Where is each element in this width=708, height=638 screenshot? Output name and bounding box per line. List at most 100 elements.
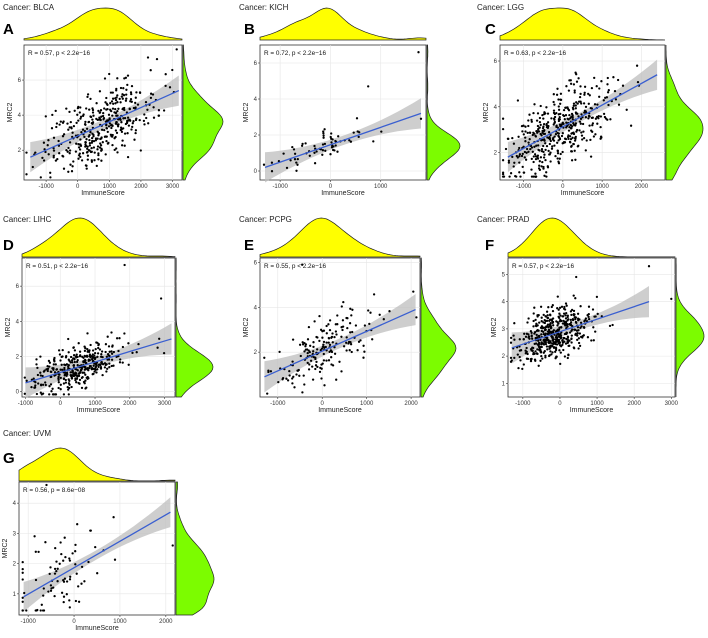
data-point — [328, 343, 332, 347]
data-point — [50, 390, 53, 393]
data-point — [43, 369, 46, 372]
data-point — [573, 139, 577, 142]
data-point — [127, 124, 131, 127]
data-point — [106, 119, 109, 122]
data-point — [591, 122, 595, 125]
data-point — [45, 368, 48, 371]
data-point — [35, 363, 38, 366]
y-tick-label: 4 — [16, 319, 20, 325]
data-point — [120, 128, 123, 131]
data-point — [84, 387, 87, 390]
data-point — [533, 145, 536, 148]
data-point — [327, 341, 330, 344]
data-point — [86, 350, 89, 353]
data-point — [552, 100, 555, 104]
x-tick-label: 3000 — [665, 401, 679, 407]
data-point — [378, 313, 381, 316]
data-point — [135, 117, 138, 120]
data-point — [593, 103, 597, 106]
data-point — [81, 128, 85, 131]
data-point — [572, 294, 575, 297]
data-point — [544, 328, 547, 331]
data-point — [538, 126, 541, 129]
data-point — [54, 363, 57, 366]
data-point — [88, 142, 92, 145]
data-point — [87, 135, 90, 138]
data-point — [542, 326, 545, 330]
data-point — [625, 108, 628, 111]
data-point — [532, 312, 535, 315]
data-point — [359, 339, 362, 342]
data-point — [316, 365, 319, 369]
data-point — [580, 131, 583, 134]
data-point — [557, 315, 560, 318]
data-point — [23, 376, 26, 379]
data-point — [62, 120, 65, 123]
x-tick-label: -1000 — [272, 184, 288, 190]
data-point — [564, 106, 568, 109]
data-point — [596, 122, 599, 125]
data-point — [296, 369, 300, 372]
data-point — [164, 84, 167, 88]
data-point — [550, 117, 553, 120]
y-tick-label: 6 — [16, 284, 20, 290]
data-point — [36, 373, 40, 377]
data-point — [595, 295, 599, 299]
data-point — [583, 111, 586, 114]
data-point — [79, 354, 82, 357]
data-point — [123, 144, 126, 147]
data-point — [335, 333, 338, 336]
data-point — [115, 147, 118, 150]
data-point — [566, 314, 569, 317]
data-point — [333, 335, 336, 339]
regression-line — [264, 112, 422, 169]
data-point — [551, 342, 554, 345]
data-point — [105, 102, 108, 105]
data-point — [574, 320, 578, 324]
data-point — [101, 114, 105, 118]
data-point — [306, 361, 309, 365]
data-point — [572, 102, 576, 105]
data-point — [125, 88, 128, 91]
data-point — [282, 152, 285, 155]
data-point — [23, 591, 26, 595]
data-point — [576, 338, 579, 342]
data-point — [536, 112, 540, 115]
panel-title: Cancer: KICH — [239, 3, 289, 12]
x-tick-label: 1000 — [360, 401, 374, 407]
data-point — [44, 383, 47, 387]
data-point — [589, 106, 592, 110]
data-point — [118, 337, 121, 340]
data-point — [126, 119, 129, 123]
data-point — [562, 114, 566, 118]
x-axis-label: ImmuneScore — [81, 190, 125, 197]
data-point — [340, 370, 343, 373]
data-point — [119, 101, 122, 104]
data-point — [551, 317, 555, 320]
data-point — [84, 379, 87, 382]
data-point — [330, 141, 333, 144]
data-point — [144, 100, 148, 104]
data-point — [576, 102, 579, 105]
data-point — [286, 379, 290, 382]
data-point — [565, 311, 568, 315]
data-point — [31, 165, 34, 169]
x-tick-label: -1000 — [38, 184, 54, 190]
y-tick-label: 2 — [16, 355, 20, 361]
data-point — [121, 361, 124, 364]
data-point — [349, 343, 353, 346]
data-point — [544, 158, 547, 162]
data-point — [532, 346, 535, 350]
data-point — [322, 130, 325, 133]
data-point — [83, 135, 86, 139]
data-point — [584, 149, 587, 152]
data-point — [568, 135, 572, 138]
data-point — [555, 124, 558, 127]
data-point — [75, 121, 78, 125]
data-point — [545, 345, 549, 348]
data-point — [76, 355, 79, 359]
data-point — [555, 355, 558, 358]
data-point — [126, 83, 129, 87]
data-point — [583, 85, 587, 88]
data-point — [369, 311, 372, 314]
